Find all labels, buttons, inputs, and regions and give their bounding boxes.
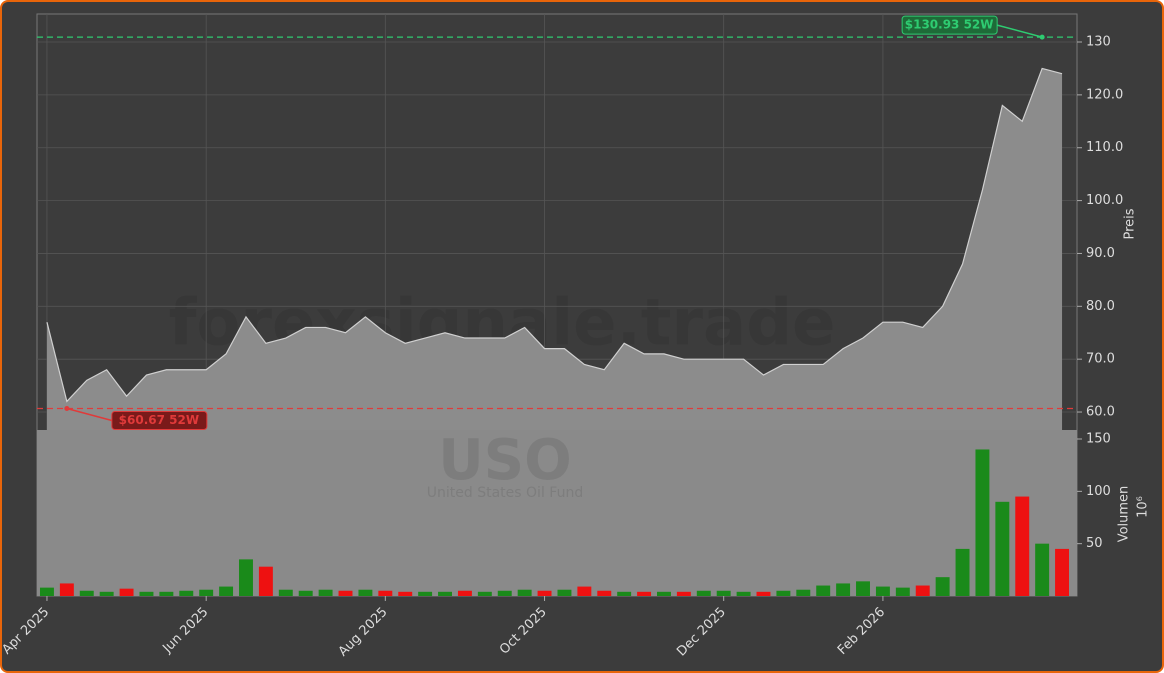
volume-bar — [119, 588, 134, 596]
volume-bar — [836, 583, 851, 596]
volume-bar — [935, 577, 950, 596]
volume-bar — [736, 591, 751, 596]
y2-tick-label: 150 — [1086, 432, 1111, 447]
y-tick-label: 70.0 — [1086, 352, 1115, 367]
x-tick-label: Aug 2025 — [336, 605, 391, 660]
volume-bar — [179, 590, 194, 596]
arrow-head — [1039, 34, 1045, 40]
price-area — [46, 68, 1063, 430]
volume-bar — [696, 590, 711, 596]
volume-bar — [617, 591, 632, 596]
volume-bar — [796, 589, 811, 596]
volume-bar — [577, 586, 592, 596]
volume-bar — [895, 587, 910, 596]
volume-panel — [37, 430, 1077, 596]
volume-bar — [59, 583, 74, 596]
volume-bar — [239, 559, 253, 596]
volume-bar — [219, 586, 234, 596]
y2-axis-label: Volumen — [1117, 486, 1132, 543]
volume-bar — [676, 591, 691, 596]
y-tick-label: 90.0 — [1086, 246, 1115, 261]
chart-title: USO — [438, 428, 571, 493]
arrow — [996, 24, 1043, 38]
y-tick-label: 110.0 — [1086, 140, 1123, 155]
volume-bar — [1055, 548, 1070, 596]
y-tick-label: 120.0 — [1086, 87, 1123, 102]
y-tick-label: 80.0 — [1086, 299, 1115, 314]
volume-bar — [915, 585, 930, 596]
volume-bar — [438, 591, 452, 596]
volume-bar — [716, 590, 731, 596]
x-tick-label: Apr 2025 — [2, 605, 52, 658]
volume-bar — [358, 589, 373, 596]
volume-bar — [258, 566, 273, 596]
line-label: $130.93 52W — [905, 18, 994, 32]
volume-bar — [378, 590, 393, 596]
volume-bar — [875, 586, 890, 596]
volume-bar — [398, 591, 413, 596]
volume-bar — [338, 590, 353, 596]
y-tick-label: 60.0 — [1086, 405, 1115, 420]
y2-tick-label: 100 — [1086, 484, 1111, 499]
volume-bar — [497, 590, 512, 596]
line-label: $60.67 52W — [119, 413, 199, 427]
y2-tick-label: 50 — [1086, 536, 1103, 551]
volume-bar — [39, 587, 54, 596]
volume-bar — [557, 589, 572, 596]
volume-bar — [756, 591, 771, 596]
x-tick-label: Feb 2026 — [835, 605, 888, 658]
volume-bar — [955, 548, 970, 596]
volume-bar — [278, 589, 293, 596]
volume-bar — [418, 591, 433, 596]
volume-bar — [975, 449, 990, 596]
volume-bar — [995, 501, 1010, 596]
x-tick-label: Oct 2025 — [497, 605, 550, 658]
volume-bar — [816, 585, 831, 596]
volume-bar — [318, 589, 333, 596]
price-line — [46, 67, 1063, 403]
volume-bar — [199, 589, 214, 596]
y-axis-label: Preis — [1123, 208, 1138, 239]
volume-bar — [657, 591, 671, 596]
volume-bar — [79, 590, 94, 596]
volume-bar — [1015, 496, 1030, 596]
chart-subtitle: United States Oil Fund — [427, 485, 583, 501]
volume-bar — [159, 591, 174, 596]
volume-bar — [99, 591, 114, 596]
volume-bar — [776, 590, 791, 596]
arrow-head — [64, 405, 70, 411]
volume-bar — [597, 590, 612, 596]
y-tick-label: 100.0 — [1086, 193, 1123, 208]
volume-bar — [477, 591, 492, 596]
volume-bar — [457, 590, 472, 596]
volume-bar — [537, 590, 552, 596]
label-box — [111, 410, 208, 430]
volume-bar — [298, 590, 313, 596]
volume-bar — [637, 591, 652, 596]
y2-axis-unit: 10⁶ — [1136, 496, 1151, 518]
x-tick-label: Jun 2025 — [159, 605, 211, 657]
label-box — [901, 15, 998, 35]
volume-bar — [517, 589, 532, 596]
y-tick-label: 130 — [1086, 35, 1111, 50]
volume-bar — [1035, 543, 1050, 596]
volume-bar — [856, 581, 870, 596]
x-tick-label: Dec 2025 — [674, 605, 729, 660]
arrow — [66, 407, 113, 422]
volume-bar — [139, 591, 154, 596]
